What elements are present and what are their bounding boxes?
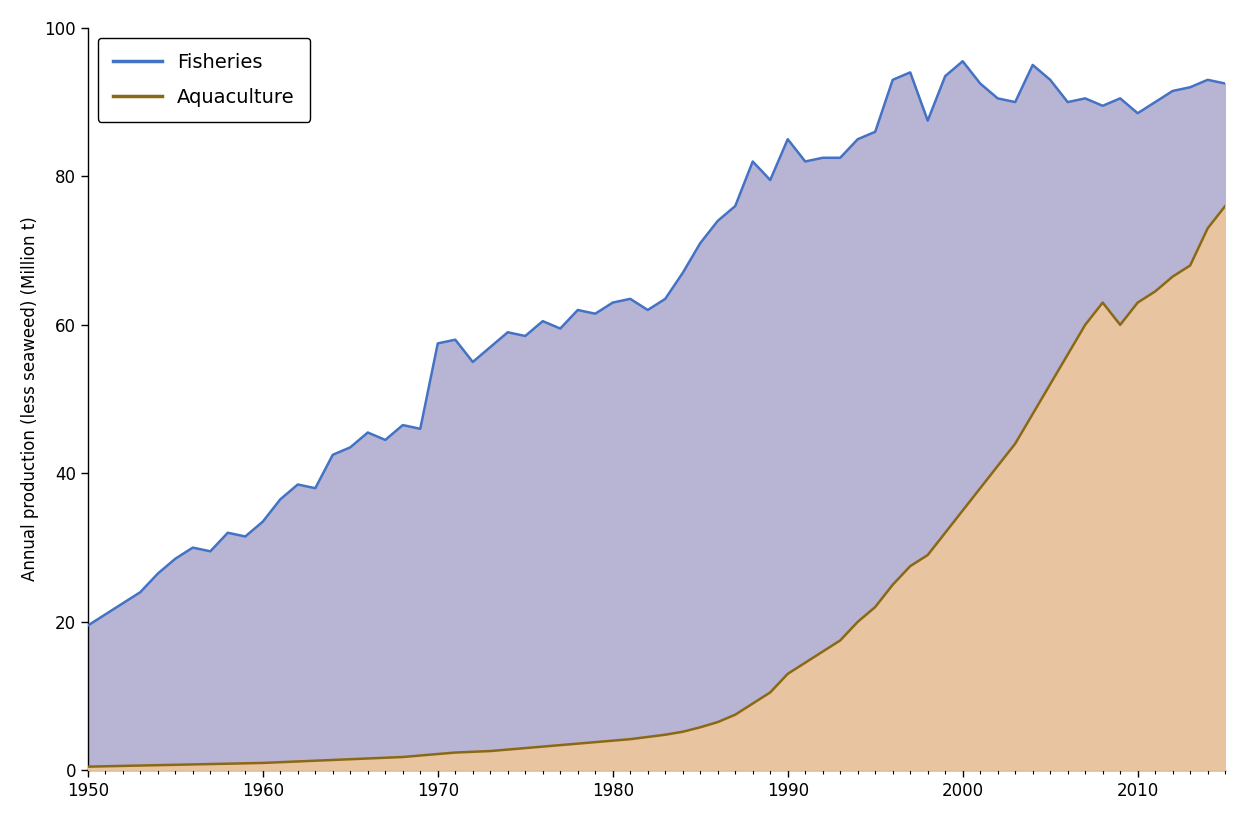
Y-axis label: Annual production (less seaweed) (Million t): Annual production (less seaweed) (Millio… [21, 217, 39, 581]
Legend: Fisheries, Aquaculture: Fisheries, Aquaculture [97, 38, 310, 122]
